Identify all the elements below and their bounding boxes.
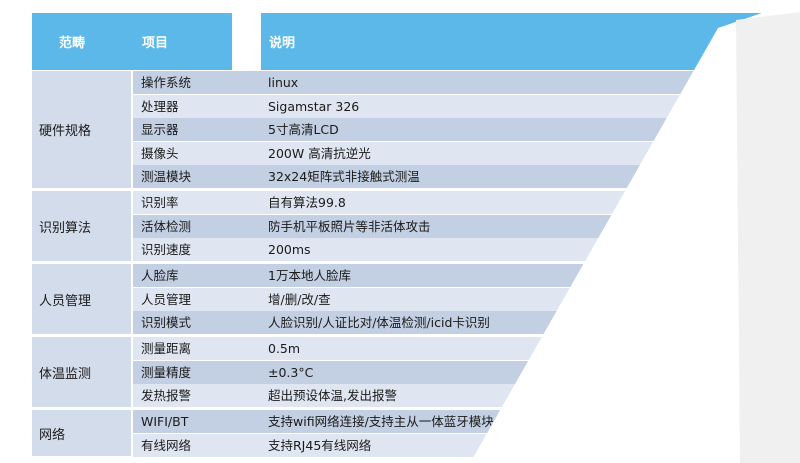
row-description: 防手机平板照片等非活体攻击: [268, 218, 431, 234]
table-row: 识别速度 200ms: [133, 238, 763, 262]
header-description: 说明: [269, 36, 296, 51]
table-row: 摄像头 200W 高清抗逆光: [133, 141, 763, 165]
row-item: 发热报警: [141, 388, 192, 404]
row-description: 1万本地人脸库: [268, 268, 351, 284]
table-row: 测温模块 32x24矩阵式非接触式测温: [133, 165, 763, 189]
table-row: 有线网络 支持RJ45有线网络: [133, 433, 763, 457]
table-row: 操作系统 linux: [133, 71, 763, 94]
row-item: 识别率: [141, 195, 179, 211]
row-description: 32x24矩阵式非接触式测温: [268, 169, 420, 185]
header-category: 范畴: [59, 36, 86, 51]
table-header-left: 范畴 项目: [32, 13, 232, 70]
row-description: 增/删/改/查: [268, 291, 331, 307]
table-header-right: 说明: [261, 13, 761, 70]
row-item: 测量距离: [141, 341, 192, 357]
row-description: 200ms: [268, 242, 311, 258]
row-description: 0.5m: [268, 341, 301, 357]
row-description: ±0.3°C: [268, 364, 314, 380]
row-item: 测量精度: [141, 364, 192, 380]
row-item: 处理器: [141, 98, 179, 114]
category-cell: 网络: [32, 410, 131, 457]
row-description: 200W 高清抗逆光: [268, 145, 371, 161]
row-item: 有线网络: [141, 437, 192, 453]
row-item: WIFI/BT: [141, 414, 189, 430]
category-cell: 识别算法: [32, 191, 131, 261]
row-item: 识别速度: [141, 242, 192, 258]
table-row: 人脸库 1万本地人脸库: [133, 264, 763, 288]
row-item: 活体检测: [141, 218, 192, 234]
table-row: 测量精度 ±0.3°C: [133, 360, 763, 384]
row-item: 人员管理: [141, 291, 192, 307]
header-item: 项目: [142, 36, 169, 51]
row-item: 摄像头: [141, 145, 179, 161]
table-row: 发热报警 超出预设体温,发出报警: [133, 384, 763, 408]
row-description: 人脸识别/人证比对/体温检测/icid卡识别: [268, 315, 490, 331]
row-description: 5寸高清LCD: [268, 122, 339, 138]
table-row: 识别模式 人脸识别/人证比对/体温检测/icid卡识别: [133, 311, 763, 335]
row-item: 识别模式: [141, 315, 192, 331]
row-description: 支持RJ45有线网络: [268, 437, 372, 453]
table-row: 识别率 自有算法99.8: [133, 191, 763, 215]
row-item: 人脸库: [141, 268, 179, 284]
table-row: 显示器 5寸高清LCD: [133, 118, 763, 142]
table-row: 处理器 Sigamstar 326: [133, 94, 763, 118]
row-description: linux: [268, 75, 299, 90]
category-cell: 硬件规格: [32, 71, 131, 188]
row-item: 测温模块: [141, 169, 192, 185]
row-description: Sigamstar 326: [268, 98, 360, 114]
row-item: 操作系统: [141, 75, 192, 90]
row-item: 显示器: [141, 122, 179, 138]
category-cell: 人员管理: [32, 264, 131, 334]
table-row: 活体检测 防手机平板照片等非活体攻击: [133, 214, 763, 238]
row-description: 超出预设体温,发出报警: [268, 388, 397, 404]
row-description: 支持wifi网络连接/支持主从一体蓝牙模块: [268, 414, 494, 430]
table-row: 测量距离 0.5m: [133, 337, 763, 361]
table-row: 人员管理 增/删/改/查: [133, 287, 763, 311]
table-row: WIFI/BT 支持wifi网络连接/支持主从一体蓝牙模块: [133, 410, 763, 434]
row-description: 自有算法99.8: [268, 195, 346, 211]
category-cell: 体温监测: [32, 337, 131, 407]
